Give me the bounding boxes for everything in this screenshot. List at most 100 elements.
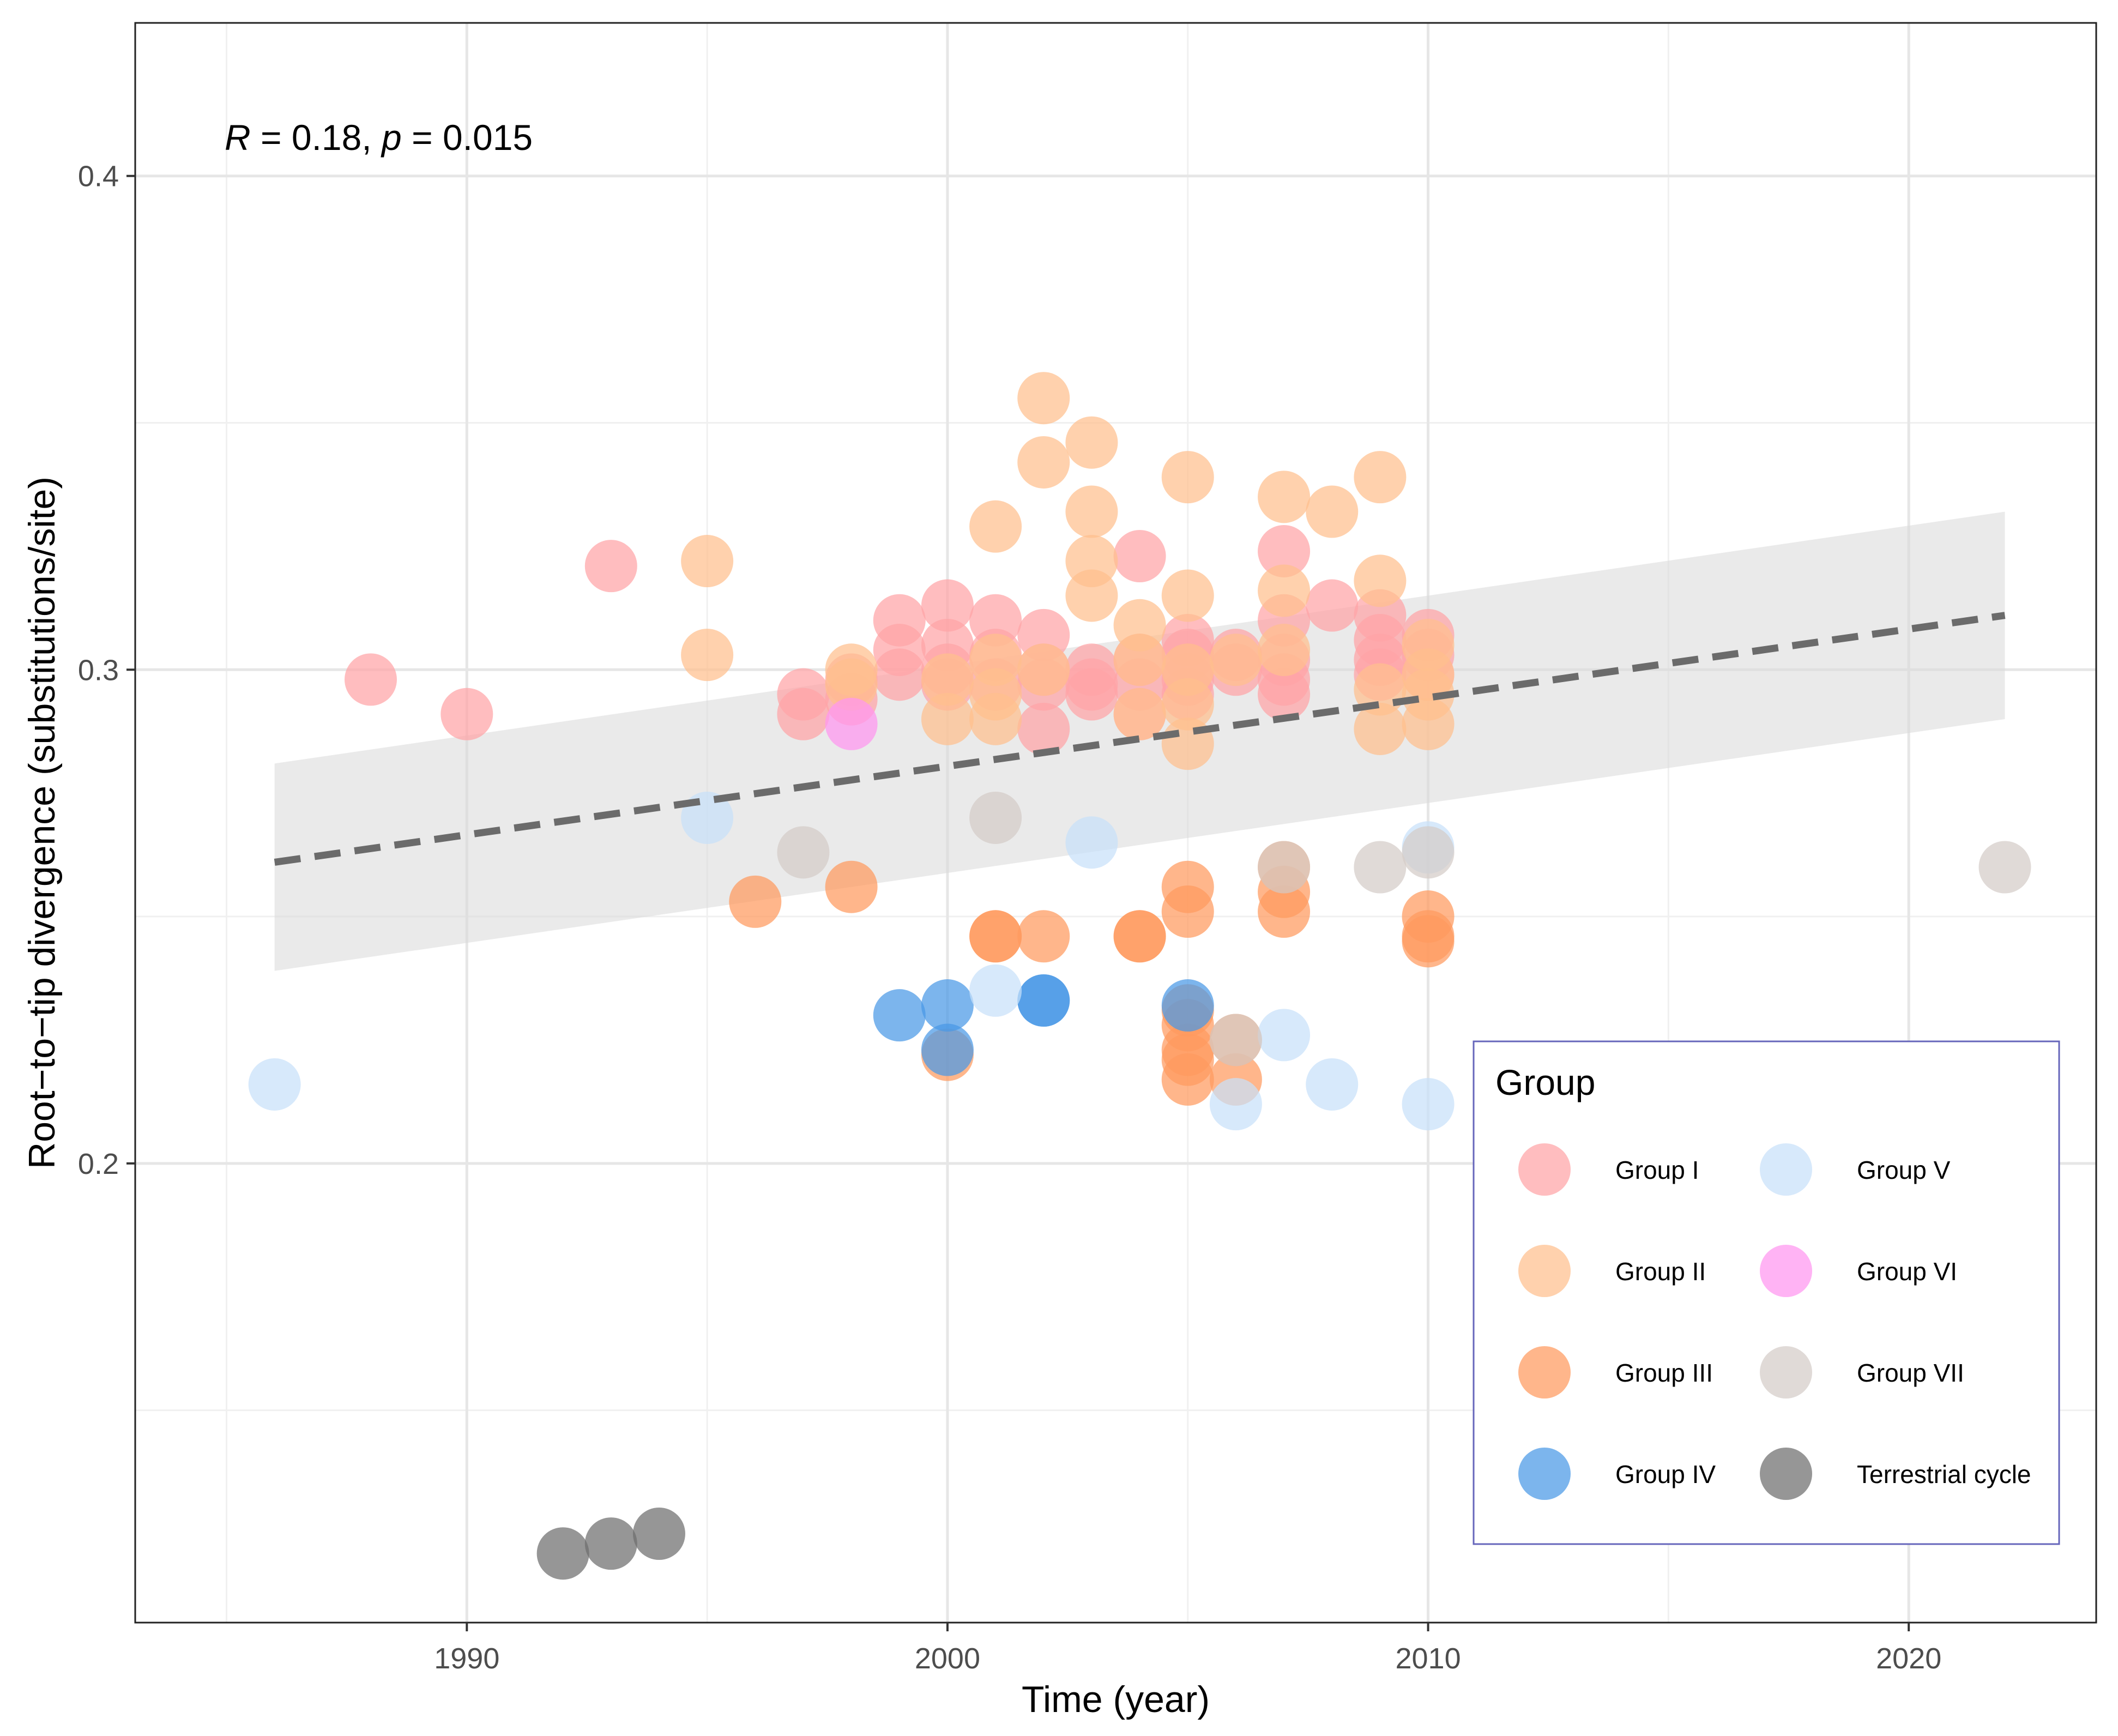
x-tick-label: 2000 xyxy=(915,1642,980,1675)
data-point xyxy=(921,692,974,745)
data-point xyxy=(1402,1078,1455,1131)
data-point xyxy=(1402,915,1455,968)
data-point xyxy=(873,989,926,1042)
data-point xyxy=(1017,702,1070,755)
data-point xyxy=(873,648,926,701)
legend-label: Group VI xyxy=(1857,1257,1957,1286)
series-group-vi xyxy=(825,697,878,750)
data-point xyxy=(1354,841,1407,894)
series-group-iv xyxy=(873,974,1214,1076)
legend-key xyxy=(1760,1448,1812,1500)
legend-label: Terrestrial cycle xyxy=(1857,1460,2031,1488)
legend-label: Group IV xyxy=(1615,1460,1716,1488)
y-axis-title: Root−to−tip divergence (substitutions/si… xyxy=(21,477,63,1169)
data-point xyxy=(1978,841,2031,894)
data-point xyxy=(1354,554,1407,607)
regression-line xyxy=(274,612,2006,866)
p-value: = 0.015 xyxy=(402,117,533,158)
p-label: p xyxy=(381,117,402,158)
data-point xyxy=(1306,1058,1359,1111)
data-point xyxy=(1017,643,1070,696)
r-label: R xyxy=(225,117,251,158)
legend-label: Group II xyxy=(1615,1257,1706,1286)
data-point xyxy=(1258,841,1311,894)
correlation-annotation: R = 0.18, p = 0.015 xyxy=(225,117,533,158)
data-point xyxy=(248,1058,301,1111)
trend-line xyxy=(274,612,2006,866)
legend-key xyxy=(1518,1448,1571,1500)
legend-item: Group IV xyxy=(1518,1448,1716,1500)
legend-label: Group V xyxy=(1857,1156,1951,1184)
plot-panel-border xyxy=(134,22,2097,1624)
legend-item: Group II xyxy=(1518,1245,1706,1297)
data-point xyxy=(1354,451,1407,504)
data-point xyxy=(1065,485,1118,538)
confidence-band xyxy=(274,511,2005,971)
data-point xyxy=(1258,471,1311,523)
data-point xyxy=(1402,826,1455,879)
data-point xyxy=(1209,1014,1262,1066)
legend-key xyxy=(1760,1143,1812,1196)
data-point xyxy=(1161,979,1214,1032)
legend-key xyxy=(1760,1346,1812,1399)
data-point xyxy=(777,688,830,740)
data-point xyxy=(921,579,974,632)
data-point xyxy=(1017,436,1070,489)
confidence-band-area xyxy=(274,511,2005,971)
y-tick-label: 0.4 xyxy=(78,160,119,193)
axes: 1990 2000 2010 2020 0.2 0.3 0.4 xyxy=(78,160,1941,1675)
data-point xyxy=(1306,579,1359,632)
legend-item: Group III xyxy=(1518,1346,1713,1399)
data-point xyxy=(1017,372,1070,425)
legend-item: Group VI xyxy=(1760,1245,1957,1297)
data-point xyxy=(825,697,878,750)
data-point xyxy=(1113,634,1166,686)
legend-title: Group xyxy=(1495,1062,1595,1102)
data-point xyxy=(584,540,637,593)
data-point xyxy=(1017,910,1070,963)
legend-key xyxy=(1518,1245,1571,1297)
data-point xyxy=(1113,530,1166,582)
data-point xyxy=(969,964,1022,1017)
data-point xyxy=(584,1517,637,1570)
data-point xyxy=(921,653,974,706)
data-points xyxy=(248,372,2031,1580)
data-point xyxy=(1258,525,1311,577)
data-point xyxy=(1161,885,1214,938)
legend-items: Group I Group II Group III Group IV Group V G… xyxy=(1518,1143,2031,1500)
data-point xyxy=(1258,624,1311,677)
r-value: = 0.18, xyxy=(251,117,382,158)
x-tick-label: 2010 xyxy=(1395,1642,1461,1675)
data-point xyxy=(681,629,734,682)
data-point xyxy=(1161,451,1214,504)
data-point xyxy=(1209,1078,1262,1131)
x-tick-label: 1990 xyxy=(434,1642,499,1675)
data-point xyxy=(1306,485,1359,538)
x-axis-title: Time (year) xyxy=(1022,1679,1210,1720)
data-point xyxy=(1258,564,1311,617)
data-point xyxy=(344,653,397,706)
data-point xyxy=(969,791,1022,844)
data-point xyxy=(1017,974,1070,1027)
data-point xyxy=(825,658,878,711)
data-point xyxy=(1161,718,1214,770)
legend-item: Group I xyxy=(1518,1143,1699,1196)
data-point xyxy=(1113,688,1166,740)
data-point xyxy=(729,875,782,928)
legend-item: Group V xyxy=(1760,1143,1951,1196)
series-group-vii xyxy=(777,791,2031,1066)
data-point xyxy=(1354,702,1407,755)
data-point xyxy=(1161,1053,1214,1106)
data-point xyxy=(1065,416,1118,469)
data-point xyxy=(1258,885,1311,938)
y-tick-label: 0.3 xyxy=(78,654,119,686)
legend-item: Terrestrial cycle xyxy=(1760,1448,2031,1500)
legend-label: Group III xyxy=(1615,1359,1713,1387)
data-point xyxy=(825,860,878,913)
data-point xyxy=(1065,816,1118,869)
data-point xyxy=(1065,569,1118,622)
x-tick-label: 2020 xyxy=(1876,1642,1941,1675)
data-point xyxy=(921,1023,974,1076)
